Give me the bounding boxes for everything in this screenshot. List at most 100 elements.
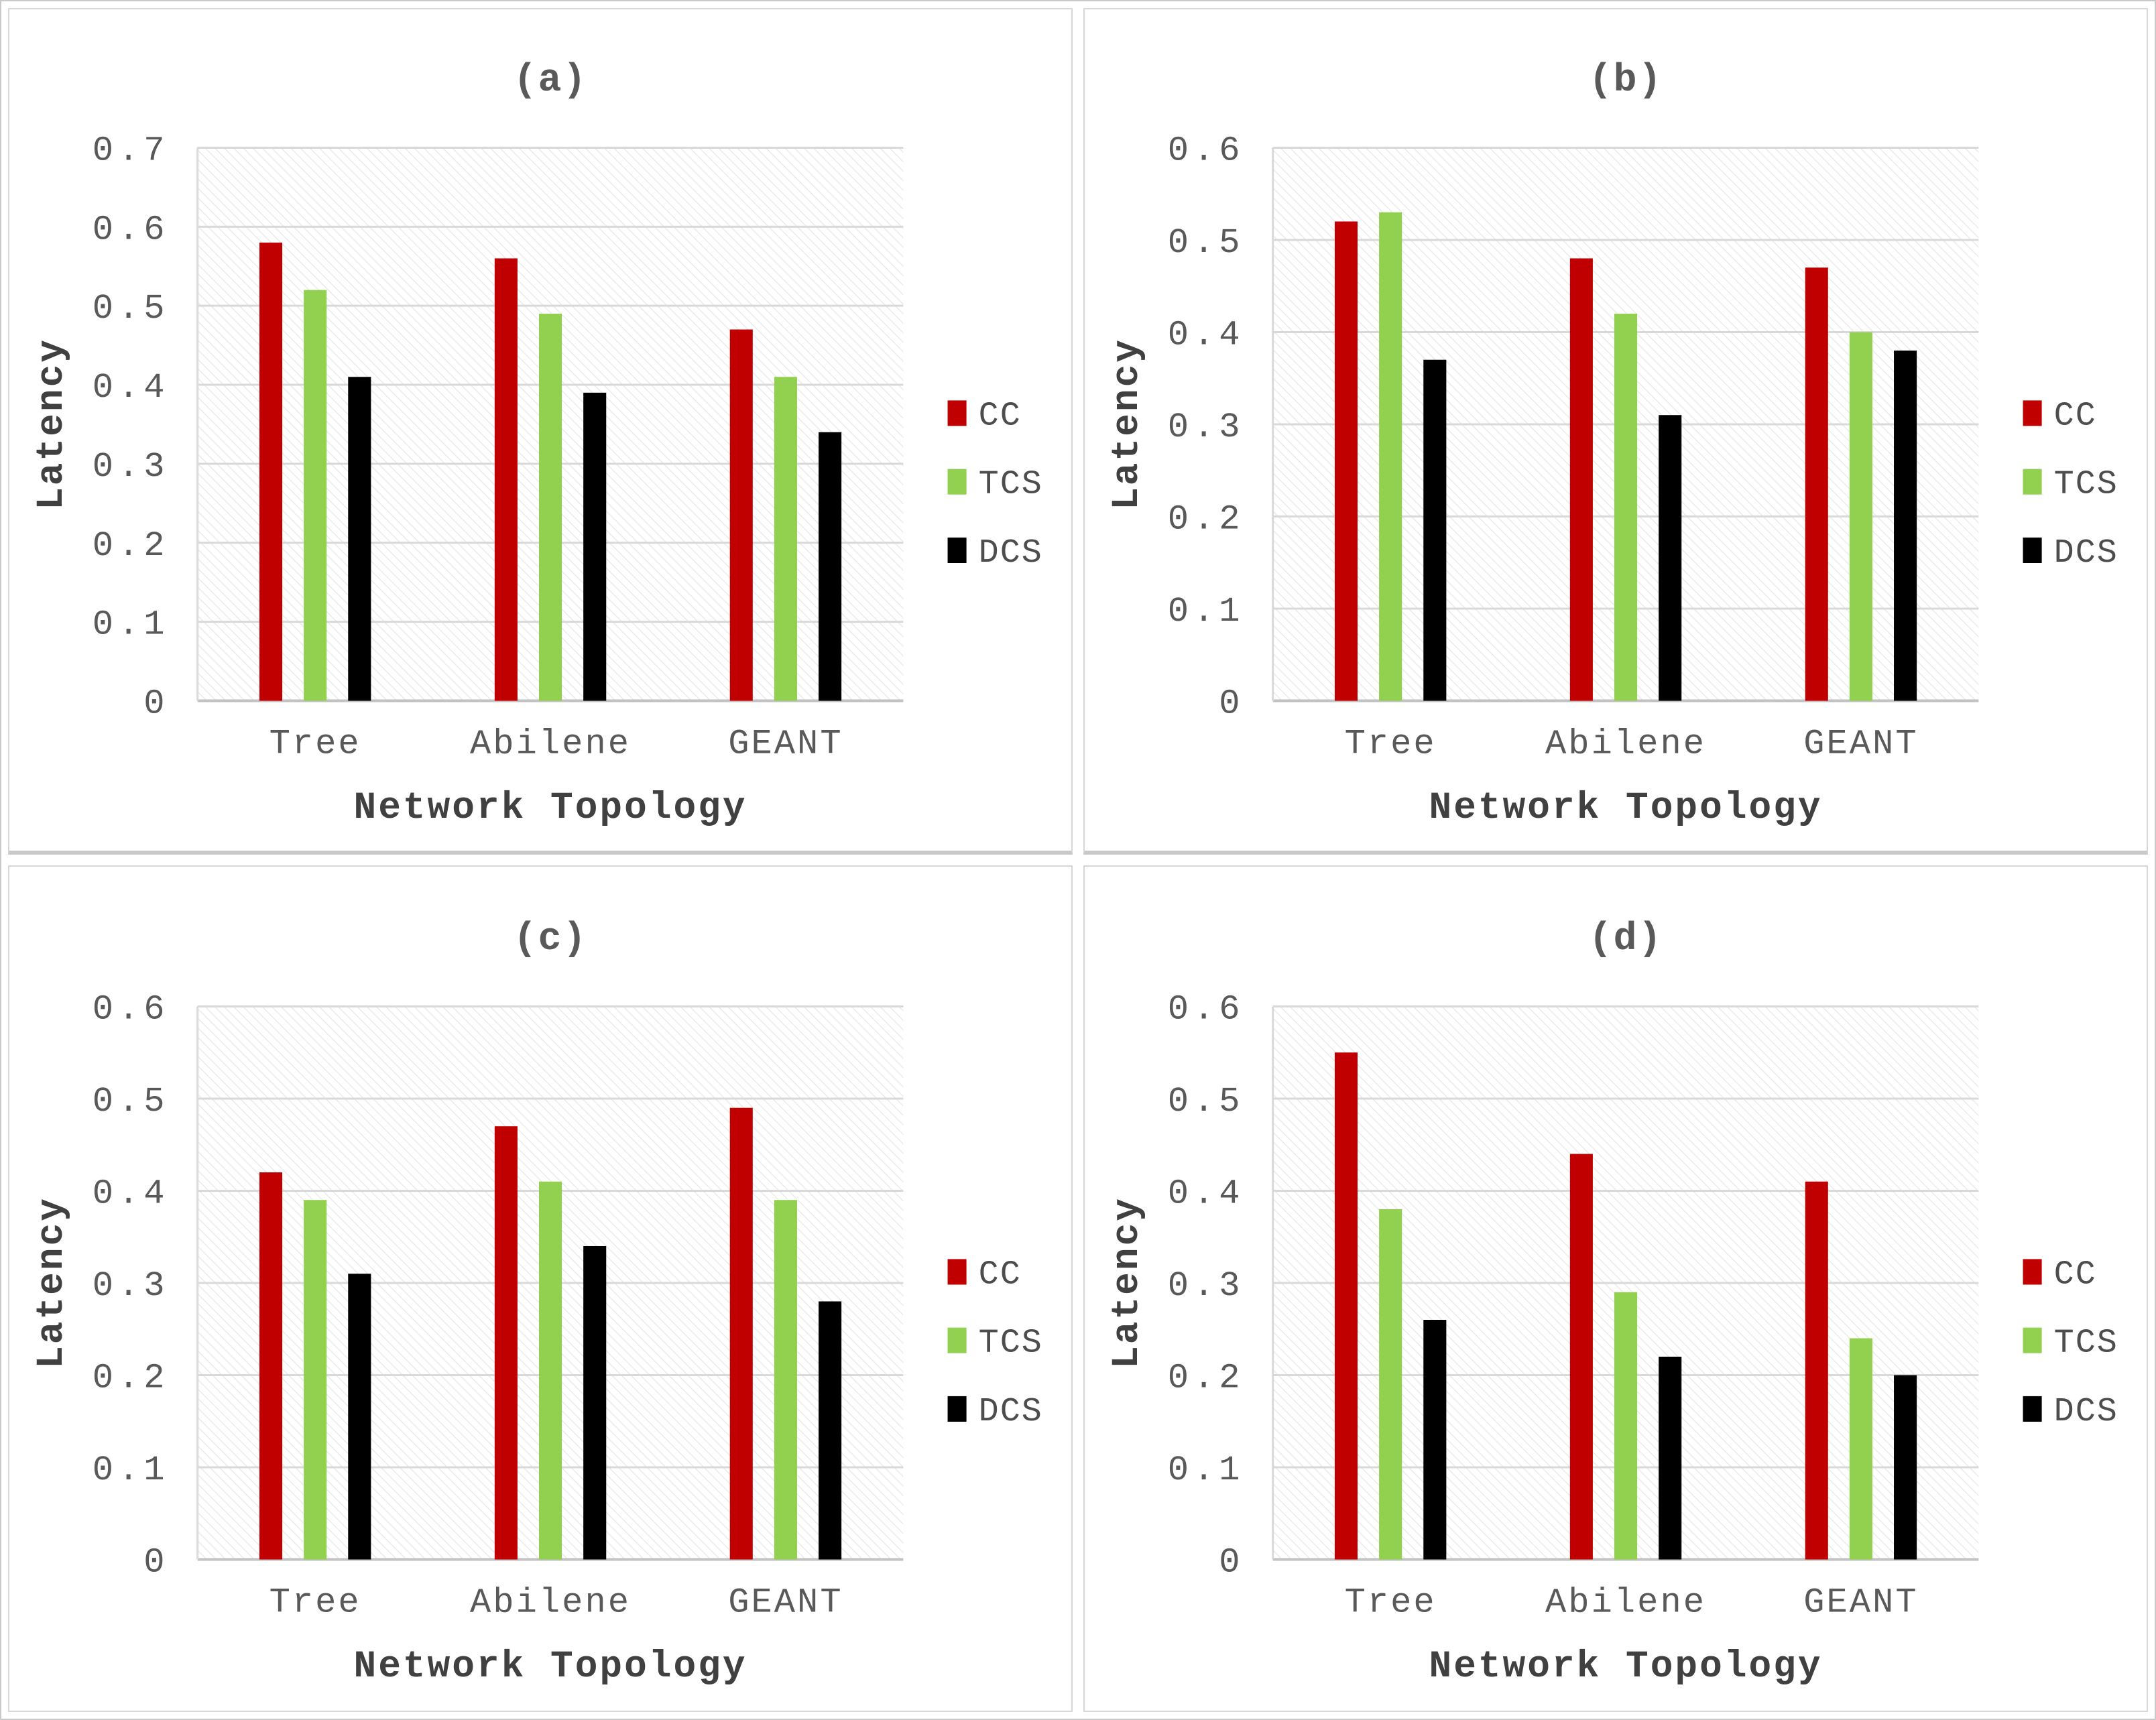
bar-CC-Tree bbox=[259, 242, 283, 701]
category-label-Abilene: Abilene bbox=[1545, 1583, 1706, 1623]
y-tick-label: 0 bbox=[143, 1543, 169, 1583]
bar-DCS-Tree bbox=[1423, 1319, 1447, 1560]
y-tick-label: 0 bbox=[1219, 1543, 1244, 1583]
bar-CC-GEANT bbox=[1805, 267, 1828, 701]
y-tick-label: 0.3 bbox=[1168, 408, 1245, 447]
bar-TCS-GEANT bbox=[774, 377, 797, 701]
legend-label-DCS: DCS bbox=[979, 1393, 1043, 1431]
bar-DCS-GEANT bbox=[1894, 1375, 1917, 1560]
y-tick-label: 0.7 bbox=[93, 131, 170, 170]
black-square-icon bbox=[2023, 537, 2042, 564]
black-square-icon bbox=[947, 537, 967, 564]
bar-TCS-GEANT bbox=[774, 1200, 797, 1560]
chart-panel-b: (b) 0 0.1 0.2 0.3 0.4 0.5 0.6 Tree Abilene GEANT … bbox=[1083, 8, 2148, 855]
y-tick-label: 0.2 bbox=[1168, 500, 1245, 540]
chart-title: (a) bbox=[514, 59, 588, 103]
plot-area: 0 0.1 0.2 0.3 0.4 0.5 0.6 Tree Abilene GEANT bbox=[1168, 131, 1979, 764]
chart-title: (d) bbox=[1589, 918, 1663, 961]
y-tick-label: 0.5 bbox=[1168, 1082, 1245, 1121]
x-axis-label: Network Topology bbox=[354, 786, 747, 829]
bar-TCS-Tree bbox=[1379, 1209, 1402, 1560]
y-axis-label: Latency bbox=[30, 1196, 73, 1369]
y-tick-label: 0.4 bbox=[1168, 1174, 1245, 1214]
red-square-icon bbox=[947, 1259, 967, 1285]
y-tick-label: 0.1 bbox=[93, 605, 170, 645]
plot-area: 0 0.1 0.2 0.3 0.4 0.5 0.6 0.7 Tree Abilene GEANT bbox=[93, 131, 904, 764]
legend: CC TCS DCS bbox=[947, 397, 1043, 572]
bar-CC-Tree bbox=[259, 1172, 283, 1560]
plot-area: 0 0.1 0.2 0.3 0.4 0.5 0.6 Tree Abilene GEANT bbox=[93, 989, 904, 1623]
y-tick-label: 0.1 bbox=[1168, 592, 1245, 631]
category-label-Tree: Tree bbox=[270, 725, 361, 764]
x-axis-label: Network Topology bbox=[1429, 786, 1823, 829]
bar-CC-Abilene bbox=[494, 1126, 518, 1560]
category-label-Tree: Tree bbox=[270, 1583, 361, 1623]
bar-CC-GEANT bbox=[1805, 1181, 1828, 1560]
category-label-GEANT: GEANT bbox=[1803, 1583, 1918, 1623]
y-tick-label: 0.6 bbox=[1168, 131, 1245, 170]
bar-TCS-Abilene bbox=[538, 313, 562, 701]
y-tick-label: 0.6 bbox=[93, 210, 170, 249]
bar-DCS-Abilene bbox=[583, 1245, 607, 1560]
bar-TCS-Tree bbox=[1379, 212, 1402, 701]
bar-TCS-Tree bbox=[304, 290, 327, 701]
y-tick-label: 0.2 bbox=[93, 526, 170, 566]
category-label-Tree: Tree bbox=[1345, 1583, 1437, 1623]
bar-chart-a: (a) 0 0.1 0.2 0.3 0.4 0.5 0.6 0.7 Tree Abilene GEA… bbox=[30, 59, 1043, 829]
y-axis-label: Latency bbox=[30, 338, 73, 510]
bar-CC-Tree bbox=[1334, 1052, 1358, 1560]
legend-label-CC: CC bbox=[979, 397, 1022, 435]
category-label-Abilene: Abilene bbox=[470, 725, 631, 764]
category-label-GEANT: GEANT bbox=[1803, 725, 1918, 764]
y-tick-label: 0.2 bbox=[1168, 1359, 1245, 1398]
chart-panel-c: (c) 0 0.1 0.2 0.3 0.4 0.5 0.6 Tree Abilene GEANT … bbox=[8, 865, 1073, 1712]
y-tick-label: 0.5 bbox=[1168, 223, 1245, 263]
legend-label-CC: CC bbox=[2054, 397, 2097, 435]
bar-DCS-GEANT bbox=[819, 1301, 842, 1560]
y-tick-label: 0.4 bbox=[93, 1174, 170, 1214]
bar-DCS-Abilene bbox=[1659, 415, 1682, 701]
black-square-icon bbox=[947, 1396, 967, 1422]
green-square-icon bbox=[2023, 1327, 2042, 1353]
y-tick-label: 0.5 bbox=[93, 1082, 170, 1121]
category-label-Abilene: Abilene bbox=[1545, 725, 1706, 764]
red-square-icon bbox=[2023, 1259, 2042, 1285]
category-label-GEANT: GEANT bbox=[728, 725, 843, 764]
legend-label-TCS: TCS bbox=[2054, 1325, 2118, 1363]
green-square-icon bbox=[947, 1327, 967, 1353]
bar-DCS-Abilene bbox=[1659, 1356, 1682, 1560]
y-axis-label: Latency bbox=[1105, 1196, 1148, 1369]
legend-label-TCS: TCS bbox=[979, 466, 1043, 504]
bar-TCS-Abilene bbox=[1614, 1292, 1638, 1560]
legend: CC TCS DCS bbox=[947, 1255, 1043, 1431]
bar-DCS-Tree bbox=[1423, 359, 1447, 701]
y-axis-label: Latency bbox=[1105, 338, 1148, 510]
chart-title: (c) bbox=[514, 918, 588, 961]
y-tick-label: 0.3 bbox=[1168, 1266, 1245, 1306]
y-tick-label: 0.5 bbox=[93, 289, 170, 328]
legend-label-DCS: DCS bbox=[979, 534, 1043, 572]
green-square-icon bbox=[2023, 469, 2042, 495]
chart-panel-a: (a) 0 0.1 0.2 0.3 0.4 0.5 0.6 0.7 Tree Abilene GEA… bbox=[8, 8, 1073, 855]
bar-CC-Abilene bbox=[1569, 258, 1593, 701]
red-square-icon bbox=[947, 400, 967, 426]
green-square-icon bbox=[947, 469, 967, 495]
y-tick-label: 0.1 bbox=[93, 1451, 170, 1490]
bar-CC-Tree bbox=[1334, 221, 1358, 701]
y-tick-label: 0.6 bbox=[93, 989, 170, 1029]
bar-TCS-GEANT bbox=[1849, 1338, 1872, 1560]
y-tick-label: 0.6 bbox=[1168, 989, 1245, 1029]
legend-label-DCS: DCS bbox=[2054, 1393, 2118, 1431]
bar-CC-GEANT bbox=[729, 1107, 753, 1560]
black-square-icon bbox=[2023, 1396, 2042, 1422]
bar-CC-Abilene bbox=[494, 258, 518, 701]
category-label-Tree: Tree bbox=[1345, 725, 1437, 764]
y-tick-label: 0.2 bbox=[93, 1359, 170, 1398]
plot-area: 0 0.1 0.2 0.3 0.4 0.5 0.6 Tree Abilene GEANT bbox=[1168, 989, 1979, 1623]
x-axis-label: Network Topology bbox=[354, 1645, 747, 1688]
y-tick-label: 0.4 bbox=[1168, 316, 1245, 355]
bar-TCS-Abilene bbox=[1614, 313, 1638, 701]
bar-CC-Abilene bbox=[1569, 1154, 1593, 1560]
